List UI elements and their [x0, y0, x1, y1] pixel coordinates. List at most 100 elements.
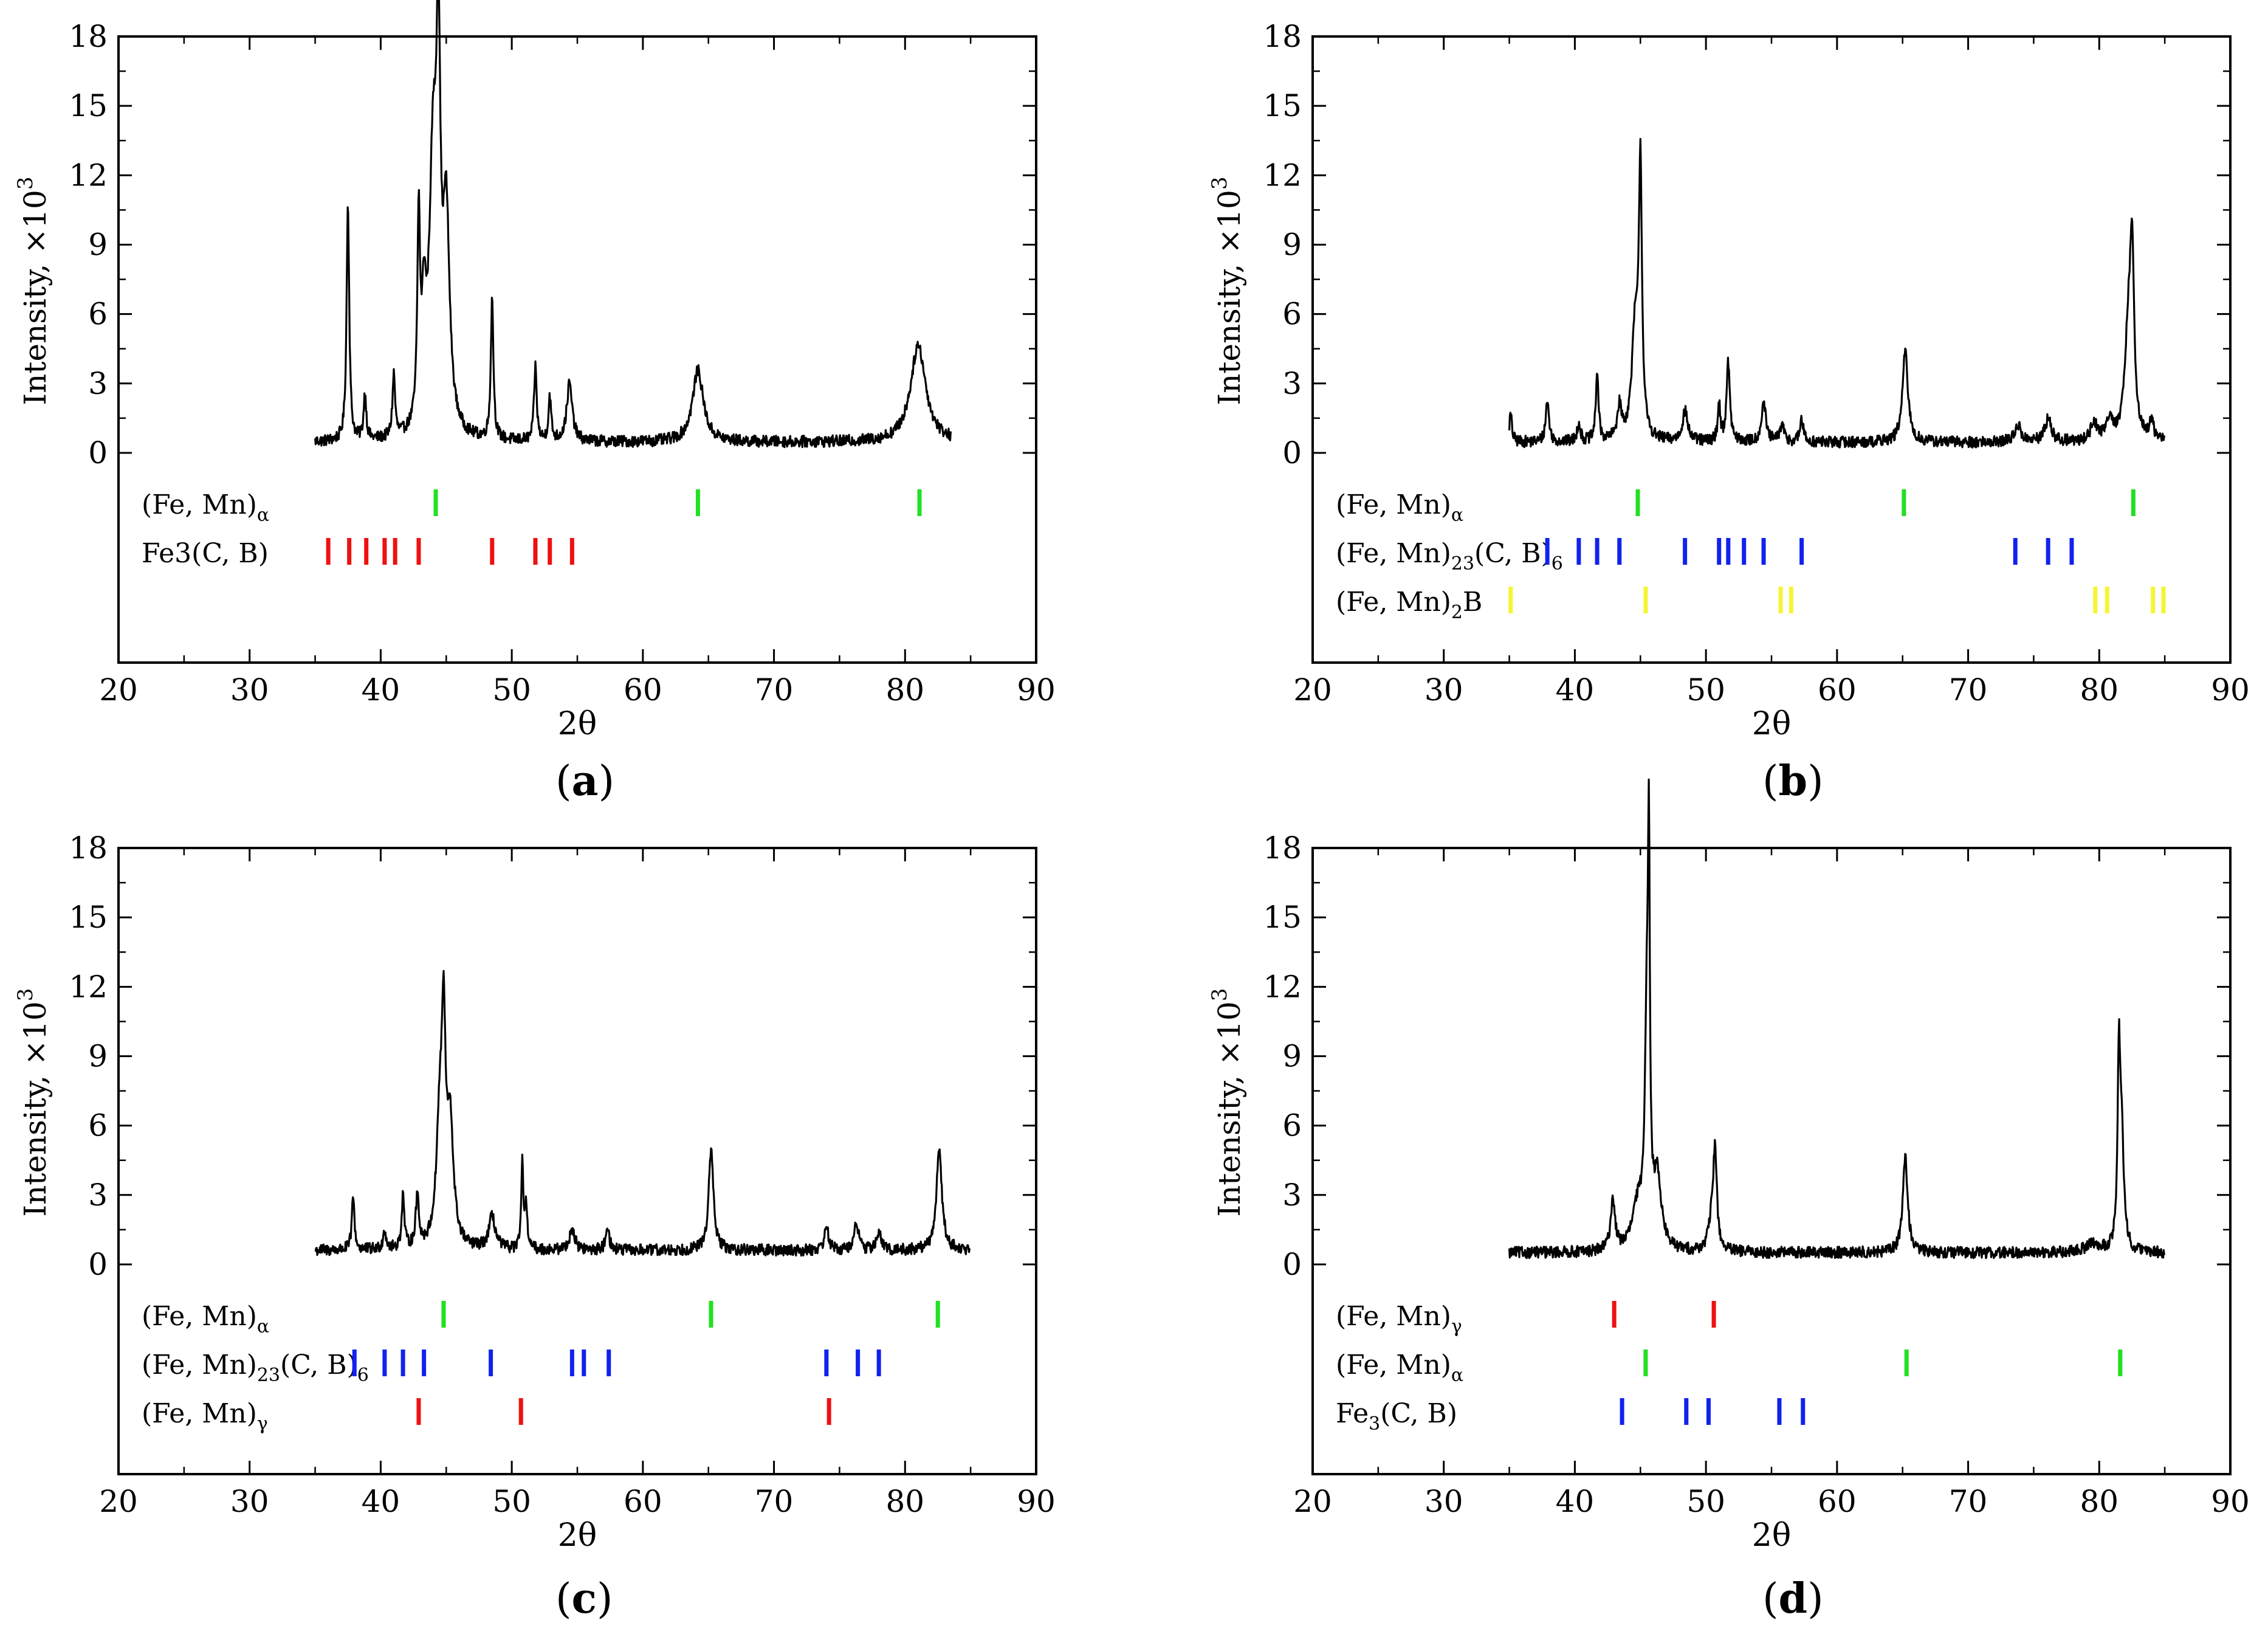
y-axis-label-exponent: 3 — [13, 177, 38, 190]
y-axis-label-exponent: 3 — [1208, 177, 1232, 190]
x-tick-label: 40 — [1556, 1484, 1595, 1519]
y-tick-label: 12 — [69, 969, 108, 1004]
phase-subscript: 23 — [1451, 553, 1474, 574]
x-tick-label: 90 — [2211, 1484, 2250, 1519]
y-tick-label: 3 — [1282, 1177, 1302, 1213]
phase-label: Fe3(C, B) — [142, 538, 269, 569]
caption-a-open: ( — [555, 757, 572, 805]
y-tick-label: 0 — [88, 435, 108, 471]
phase-subscript: α — [257, 505, 269, 526]
y-tick-label: 9 — [1282, 227, 1302, 262]
x-tick-label: 50 — [492, 1484, 531, 1519]
y-tick-label: 18 — [1263, 830, 1302, 866]
x-tick-label: 70 — [755, 1484, 794, 1519]
y-tick-label: 9 — [88, 1038, 108, 1074]
phase-label: Fe3(C, B) — [1336, 1398, 1457, 1435]
xrd-pattern-line — [314, 970, 971, 1257]
phase-label: (Fe, Mn)α — [142, 489, 269, 526]
x-axis-label: 2θ — [558, 706, 597, 742]
phase-subscript: α — [1451, 1365, 1463, 1386]
x-tick-label: 90 — [1017, 672, 1056, 708]
caption-c-open: ( — [555, 1575, 572, 1623]
y-tick-label: 0 — [1282, 1247, 1302, 1282]
caption-b-close: ) — [1807, 757, 1824, 805]
phase-label: (Fe, Mn)α — [1336, 1350, 1463, 1386]
x-tick-label: 20 — [99, 672, 138, 708]
y-tick-label: 3 — [88, 1177, 108, 1213]
phase-label-tail: (C, B) — [280, 1350, 357, 1381]
x-tick-label: 30 — [230, 1484, 269, 1519]
x-tick-label: 60 — [1818, 1484, 1857, 1519]
x-axis-label: 2θ — [1752, 706, 1791, 742]
caption-c-close: ) — [596, 1575, 613, 1623]
y-tick-label: 15 — [69, 900, 108, 935]
panel-a: 20 30 40 50 60 70 80 90 0 3 6 9 12 15 18 2θ Intensity, ×… — [13, 0, 1056, 742]
y-axis-label-exponent: 3 — [13, 988, 38, 1002]
y-tick-label: 3 — [88, 366, 108, 401]
x-tick-label: 60 — [1818, 672, 1857, 708]
x-tick-label: 40 — [362, 1484, 400, 1519]
x-tick-label: 30 — [230, 672, 269, 708]
x-tick-label: 50 — [492, 672, 531, 708]
x-tick-label: 20 — [1293, 1484, 1332, 1519]
caption-d: (d) — [1762, 1574, 1824, 1623]
caption-c-letter: c — [571, 1574, 597, 1623]
phase-label: (Fe, Mn)α — [1336, 489, 1463, 526]
x-tick-label: 50 — [1686, 672, 1725, 708]
caption-b-open: ( — [1762, 757, 1779, 805]
caption-a: (a) — [555, 757, 614, 805]
y-axis-label: Intensity, ×103 — [1208, 177, 1247, 405]
y-tick-label: 15 — [1263, 88, 1302, 123]
phase-label: (Fe, Mn)23(C, B)6 — [142, 1350, 369, 1386]
caption-a-letter: a — [571, 757, 599, 805]
x-tick-label: 20 — [99, 1484, 138, 1519]
phase-subscript-2: 6 — [357, 1365, 369, 1386]
caption-b-letter: b — [1778, 757, 1808, 805]
y-tick-label: 12 — [1263, 969, 1302, 1004]
phase-subscript: 3 — [1369, 1413, 1380, 1435]
x-tick-label: 70 — [755, 672, 794, 708]
y-tick-label: 15 — [69, 88, 108, 123]
y-tick-label: 12 — [69, 157, 108, 193]
xrd-pattern-line — [1508, 778, 2165, 1260]
y-tick-label: 9 — [1282, 1038, 1302, 1074]
x-tick-label: 60 — [624, 1484, 662, 1519]
y-tick-label: 6 — [1282, 297, 1302, 332]
xrd-pattern-line — [1508, 138, 2165, 449]
caption-d-letter: d — [1778, 1574, 1808, 1623]
y-tick-label: 18 — [69, 830, 108, 866]
y-tick-label: 9 — [88, 227, 108, 262]
phase-subscript: 23 — [257, 1365, 280, 1386]
x-tick-label: 60 — [624, 672, 662, 708]
y-tick-label: 6 — [1282, 1108, 1302, 1143]
y-axis-label: Intensity, ×103 — [13, 988, 53, 1217]
y-tick-label: 0 — [1282, 435, 1302, 471]
x-tick-label: 40 — [1556, 672, 1595, 708]
panel-d: 20 30 40 50 60 70 80 90 0 3 6 9 12 15 18 2θ Intensity, ×… — [1208, 778, 2250, 1554]
phase-label: (Fe, Mn)γ — [1336, 1301, 1462, 1337]
x-tick-label: 30 — [1424, 1484, 1463, 1519]
panel-c: 20 30 40 50 60 70 80 90 0 3 6 9 12 15 18 2θ Intensity, ×… — [13, 830, 1056, 1554]
x-tick-label: 20 — [1293, 672, 1332, 708]
caption-d-open: ( — [1762, 1575, 1779, 1623]
x-tick-label: 30 — [1424, 672, 1463, 708]
phase-label-tail: B — [1463, 587, 1482, 618]
caption-d-close: ) — [1807, 1575, 1824, 1623]
y-tick-label: 18 — [1263, 19, 1302, 54]
y-tick-label: 6 — [88, 297, 108, 332]
x-tick-label: 80 — [885, 1484, 924, 1519]
x-tick-label: 80 — [885, 672, 924, 708]
x-axis-label: 2θ — [1752, 1517, 1791, 1554]
x-tick-label: 90 — [1017, 1484, 1056, 1519]
caption-c: (c) — [555, 1574, 613, 1623]
y-axis-label: Intensity, ×103 — [1208, 988, 1247, 1217]
phase-subscript: γ — [1451, 1316, 1462, 1337]
y-axis-label: Intensity, ×103 — [13, 177, 53, 405]
x-tick-label: 80 — [2080, 672, 2119, 708]
caption-b: (b) — [1762, 757, 1824, 805]
y-tick-label: 0 — [88, 1247, 108, 1282]
x-axis-label: 2θ — [558, 1517, 597, 1554]
phase-subscript: α — [257, 1316, 269, 1337]
x-tick-label: 40 — [362, 672, 400, 708]
y-tick-label: 6 — [88, 1108, 108, 1143]
